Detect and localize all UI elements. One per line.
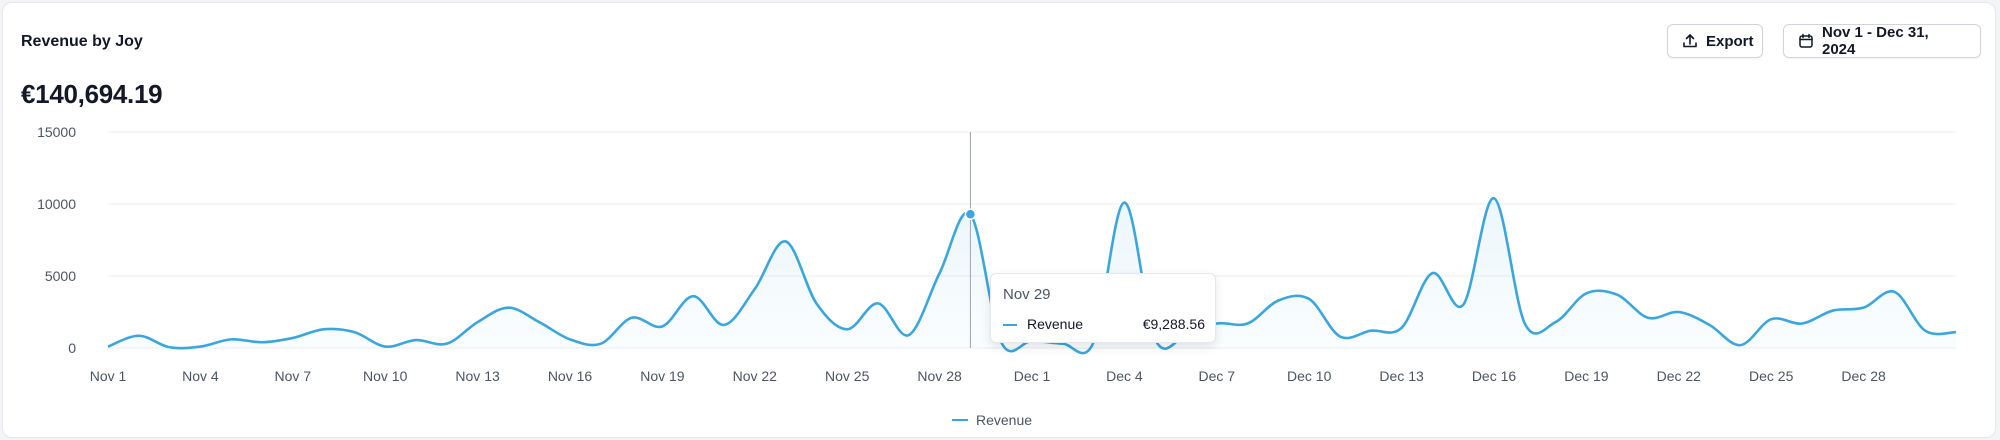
tooltip-date: Nov 29 (1003, 286, 1051, 303)
x-tick-label: Nov 10 (363, 368, 408, 384)
tooltip-series-name: Revenue (1027, 316, 1084, 332)
export-button-label: Export (1706, 32, 1754, 50)
x-tick-label: Dec 7 (1199, 368, 1236, 384)
x-tick-label: Dec 22 (1657, 368, 1702, 384)
legend-label: Revenue (976, 412, 1033, 428)
highlighted-point (964, 208, 977, 220)
x-tick-label: Dec 25 (1749, 368, 1794, 384)
y-tick-label: 0 (68, 340, 76, 356)
y-tick-label: 5000 (45, 268, 76, 284)
x-tick-label: Nov 4 (182, 368, 219, 384)
x-tick-label: Dec 4 (1106, 368, 1143, 384)
x-tick-label: Dec 28 (1841, 368, 1886, 384)
chart-title: Revenue by Joy (21, 33, 143, 50)
x-tick-label: Dec 19 (1564, 368, 1609, 384)
y-tick-label: 10000 (37, 196, 76, 212)
total-revenue-value: €140,694.19 (21, 79, 163, 109)
x-tick-label: Dec 16 (1472, 368, 1517, 384)
calendar-icon (1799, 33, 1813, 48)
x-tick-label: Nov 19 (640, 368, 685, 384)
series-area-revenue (108, 198, 1956, 354)
x-tick-label: Dec 10 (1287, 368, 1332, 384)
x-tick-label: Dec 1 (1014, 368, 1051, 384)
export-button[interactable]: Export (1667, 24, 1763, 58)
tooltip-series-swatch (1003, 324, 1017, 326)
date-range-label: Nov 1 - Dec 31, 2024 (1822, 24, 1929, 58)
x-tick-label: Nov 7 (275, 368, 312, 384)
x-tick-label: Nov 22 (733, 368, 778, 384)
y-tick-label: 15000 (37, 124, 76, 140)
x-tick-label: Nov 1 (90, 368, 127, 384)
tooltip-value: €9,288.56 (1142, 316, 1205, 332)
chart-tooltip: Nov 29 Revenue €9,288.56 (990, 273, 1216, 343)
x-tick-label: Nov 16 (548, 368, 593, 384)
upload-icon (1683, 34, 1697, 48)
x-tick-label: Nov 25 (825, 368, 870, 384)
x-tick-label: Nov 28 (917, 368, 962, 384)
x-tick-label: Nov 13 (455, 368, 500, 384)
chart-legend[interactable]: Revenue (952, 412, 1032, 428)
x-tick-label: Dec 13 (1379, 368, 1424, 384)
legend-swatch (952, 419, 968, 421)
date-range-picker[interactable]: Nov 1 - Dec 31, 2024 (1783, 24, 1981, 58)
